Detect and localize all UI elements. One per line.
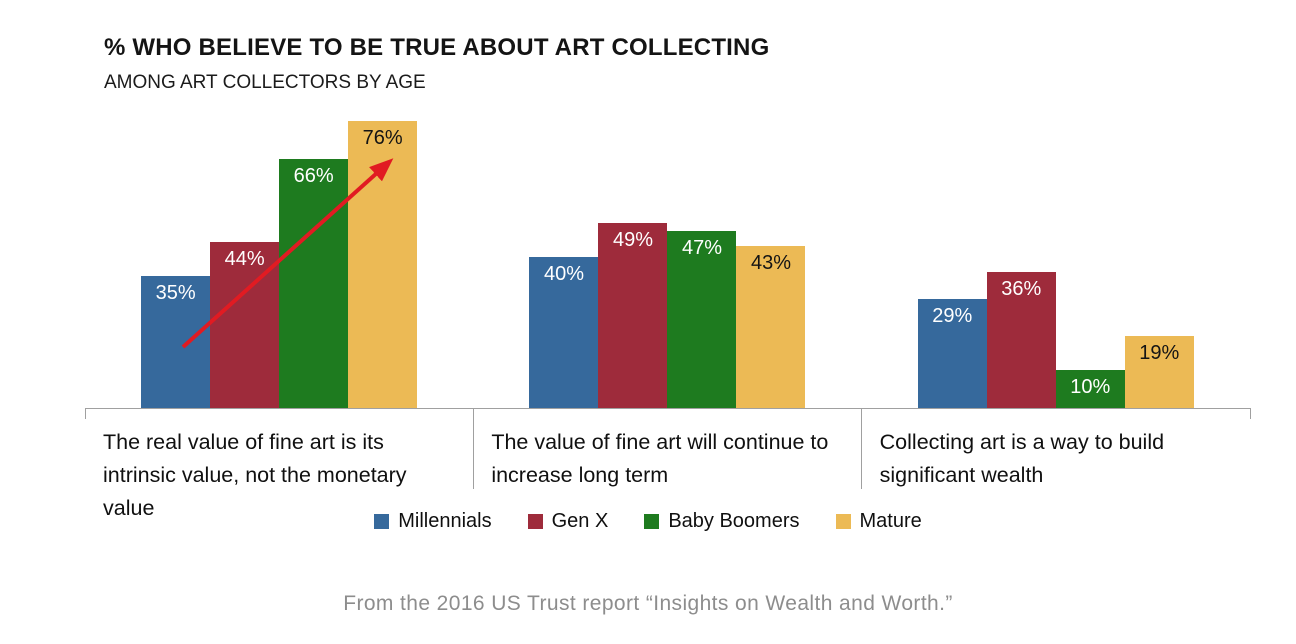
bar-mature: 19% bbox=[1124, 336, 1194, 408]
bar-mature: 43% bbox=[736, 245, 806, 408]
bar-value-label: 49% bbox=[612, 229, 653, 251]
bar-gen-x: 36% bbox=[986, 272, 1056, 408]
bar-value-label: 36% bbox=[1001, 278, 1042, 301]
bar-value-label: 35% bbox=[155, 281, 196, 304]
axis-tick-divider-1 bbox=[473, 409, 474, 489]
bar-value-label: 47% bbox=[681, 236, 722, 259]
bar-value-label: 44% bbox=[224, 247, 265, 270]
category-label-1: The real value of fine art is its intrin… bbox=[103, 430, 407, 520]
legend-label: Gen X bbox=[551, 510, 609, 532]
bar-value-label: 19% bbox=[1139, 342, 1180, 365]
bar-gen-x: 49% bbox=[598, 223, 668, 408]
chart-subtitle: AMONG ART COLLECTORS BY AGE bbox=[104, 72, 426, 93]
legend-item-millennials: Millennials bbox=[374, 510, 492, 533]
legend-item-mature: Mature bbox=[835, 510, 922, 533]
legend-label: Baby Boomers bbox=[668, 510, 800, 532]
bar-value-label: 10% bbox=[1070, 376, 1111, 399]
bar-baby-boomers: 47% bbox=[667, 230, 737, 408]
source-caption: From the 2016 US Trust report “Insights … bbox=[343, 592, 953, 615]
category-group-1: 35% 44% 66% 76% bbox=[85, 106, 473, 408]
bar-baby-boomers: 66% bbox=[279, 158, 349, 408]
category-group-2: 40% 49% 47% 43% bbox=[473, 106, 861, 408]
bar-millennials: 35% bbox=[141, 275, 211, 408]
bar-millennials: 40% bbox=[529, 257, 599, 408]
axis-tick-left bbox=[85, 409, 86, 419]
legend-label: Millennials bbox=[398, 510, 492, 532]
chart-title: % WHO BELIEVE TO BE TRUE ABOUT ART COLLE… bbox=[104, 34, 770, 61]
bar-value-label: 66% bbox=[293, 164, 334, 187]
bar-value-label: 29% bbox=[932, 304, 973, 327]
bar-value-label: 43% bbox=[750, 251, 791, 274]
legend-swatch-icon bbox=[644, 514, 660, 529]
category-labels-row: The real value of fine art is its intrin… bbox=[85, 420, 1250, 525]
axis-tick-right bbox=[1250, 409, 1251, 419]
legend-item-baby-boomers: Baby Boomers bbox=[644, 510, 800, 533]
legend-swatch-icon bbox=[835, 514, 851, 529]
category-label-2: The value of fine art will continue to i… bbox=[491, 430, 829, 487]
axis-tick-divider-2 bbox=[861, 409, 862, 489]
legend-item-gen-x: Gen X bbox=[527, 510, 609, 533]
legend-label: Mature bbox=[859, 510, 922, 532]
category-label-3: Collecting art is a way to build signifi… bbox=[879, 430, 1165, 487]
legend-swatch-icon bbox=[527, 514, 543, 529]
x-axis-line bbox=[85, 408, 1251, 409]
bar-value-label: 40% bbox=[543, 263, 584, 285]
legend-swatch-icon bbox=[374, 514, 390, 529]
legend: Millennials Gen X Baby Boomers Mature bbox=[0, 510, 1296, 533]
bar-gen-x: 44% bbox=[210, 241, 280, 408]
bar-value-label: 76% bbox=[362, 127, 403, 150]
bar-plot-area: 35% 44% 66% 76% 40% 49% 47% 43% 29% 36% 10% 19% bbox=[85, 106, 1250, 408]
bar-millennials: 29% bbox=[917, 298, 987, 408]
bar-baby-boomers: 10% bbox=[1055, 370, 1125, 408]
bar-mature: 76% bbox=[348, 121, 418, 408]
category-group-3: 29% 36% 10% 19% bbox=[862, 106, 1250, 408]
